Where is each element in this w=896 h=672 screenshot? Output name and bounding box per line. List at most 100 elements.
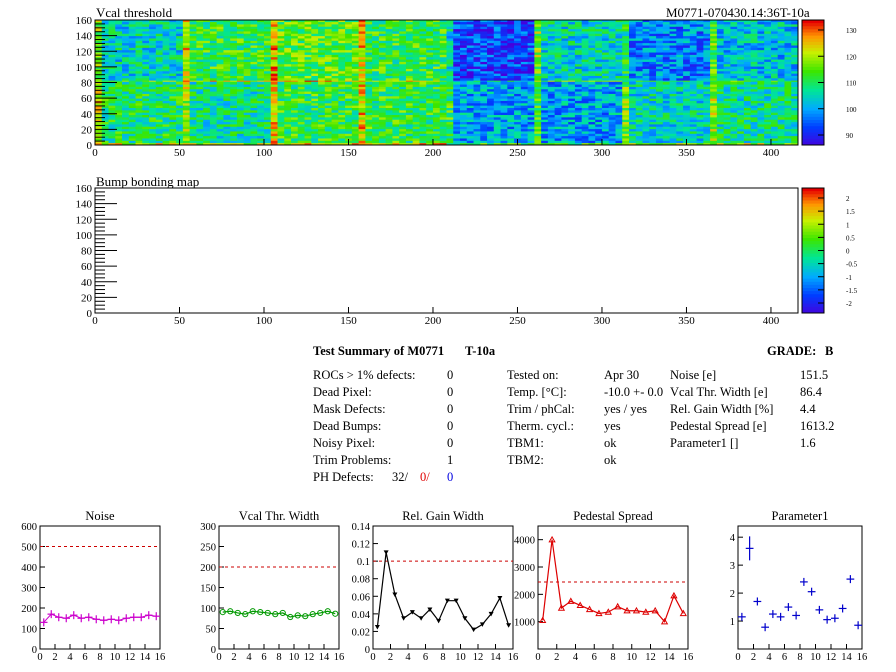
map-cell — [541, 114, 549, 118]
map-cell — [216, 91, 224, 94]
map-cell — [95, 33, 103, 37]
map-cell — [507, 116, 515, 120]
map-cell — [230, 81, 238, 85]
map-cell — [446, 98, 454, 101]
map-cell — [730, 63, 738, 67]
map-cell — [568, 107, 576, 111]
map-cell — [601, 137, 610, 141]
map-cell — [108, 56, 116, 60]
map-cell — [108, 109, 116, 113]
map-cell — [311, 102, 319, 106]
map-cell — [189, 28, 197, 32]
map-cell — [466, 128, 475, 132]
map-cell — [95, 56, 103, 60]
map-cell — [750, 28, 758, 32]
map-cell — [392, 20, 400, 23]
map-cell — [723, 73, 731, 76]
map-cell — [730, 28, 738, 32]
map-cell — [270, 56, 279, 60]
map-cell — [480, 81, 488, 85]
map-cell — [656, 26, 664, 30]
map-cell — [236, 114, 245, 118]
map-cell — [189, 54, 197, 58]
map-cell — [365, 40, 373, 44]
map-cell — [446, 73, 454, 76]
map-cell — [196, 52, 204, 55]
map-cell — [304, 137, 312, 141]
map-cell — [554, 28, 562, 32]
map-cell — [236, 88, 245, 92]
map-cell — [743, 68, 752, 72]
map-cell — [777, 35, 785, 39]
map-cell — [216, 98, 224, 101]
map-cell — [453, 23, 461, 27]
map-cell — [568, 128, 576, 132]
map-cell — [595, 93, 603, 97]
map-cell — [291, 68, 299, 72]
map-cell — [277, 49, 285, 53]
map-cell — [135, 112, 143, 116]
map-cell — [385, 135, 393, 139]
map-cell — [189, 26, 197, 30]
map-cell — [209, 142, 218, 146]
map-cell — [581, 119, 589, 123]
map-cell — [243, 35, 251, 39]
map-cell — [263, 98, 272, 101]
map-cell — [432, 21, 441, 25]
map-cell — [263, 47, 272, 51]
map-cell — [608, 61, 616, 65]
map-cell — [534, 130, 542, 134]
map-cell — [514, 86, 522, 90]
map-cell — [554, 20, 562, 23]
map-cell — [385, 88, 393, 92]
map-cell — [378, 80, 387, 83]
map-cell — [554, 23, 562, 27]
map-cell — [277, 80, 285, 83]
map-cell — [419, 109, 427, 113]
map-cell — [446, 23, 454, 27]
map-cell — [149, 102, 157, 106]
map-cell — [297, 77, 306, 81]
map-cell — [426, 63, 434, 67]
map-cell — [284, 126, 292, 130]
map-cell — [696, 75, 704, 79]
map-cell — [703, 54, 711, 58]
map-cell — [453, 121, 461, 125]
map-cell — [291, 84, 299, 87]
map-cell — [649, 75, 657, 79]
map-cell — [115, 47, 123, 51]
map-cell — [487, 119, 495, 123]
map-cell — [311, 47, 319, 51]
map-cell — [101, 59, 110, 62]
map-cell — [331, 119, 339, 123]
map-cell — [135, 33, 143, 37]
map-cell — [176, 33, 184, 37]
map-cell — [263, 28, 272, 32]
map-cell — [358, 30, 366, 34]
map-cell — [466, 23, 475, 27]
map-cell — [487, 128, 495, 132]
map-cell — [115, 119, 123, 123]
map-cell — [493, 28, 502, 32]
map-cell — [446, 30, 454, 34]
map-cell — [270, 75, 279, 79]
map-cell — [95, 102, 103, 106]
map-cell — [629, 47, 637, 51]
map-cell — [439, 33, 447, 37]
map-cell — [703, 35, 711, 39]
map-cell — [216, 33, 224, 37]
map-cell — [311, 54, 319, 58]
map-cell — [250, 126, 258, 130]
map-cell — [676, 20, 684, 23]
map-cell — [419, 86, 427, 90]
map-cell — [236, 102, 245, 106]
map-cell — [500, 88, 508, 92]
map-cell — [487, 91, 495, 94]
map-cell — [304, 102, 312, 106]
map-cell — [480, 93, 488, 97]
map-cell — [378, 42, 387, 46]
map-cell — [432, 102, 441, 106]
map-cell — [635, 130, 644, 134]
map-cell — [635, 80, 644, 83]
map-cell — [331, 30, 339, 34]
